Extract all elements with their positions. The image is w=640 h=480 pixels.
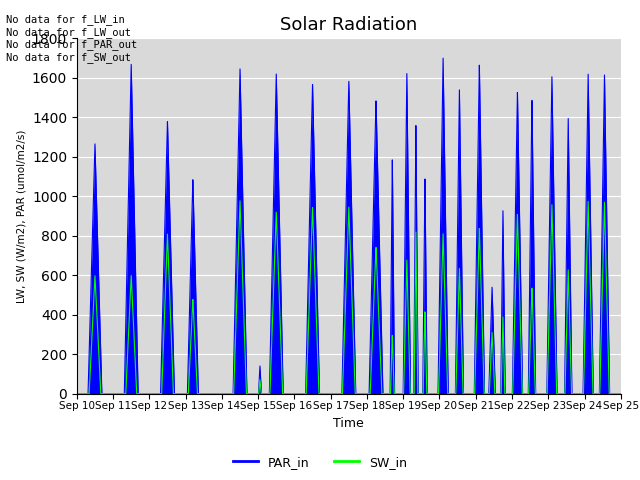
Legend: PAR_in, SW_in: PAR_in, SW_in: [228, 451, 412, 474]
Title: Solar Radiation: Solar Radiation: [280, 16, 417, 34]
Y-axis label: LW, SW (W/m2), PAR (umol/m2/s): LW, SW (W/m2), PAR (umol/m2/s): [16, 129, 26, 303]
X-axis label: Time: Time: [333, 417, 364, 430]
Text: No data for f_LW_in
No data for f_LW_out
No data for f_PAR_out
No data for f_SW_: No data for f_LW_in No data for f_LW_out…: [6, 14, 138, 63]
